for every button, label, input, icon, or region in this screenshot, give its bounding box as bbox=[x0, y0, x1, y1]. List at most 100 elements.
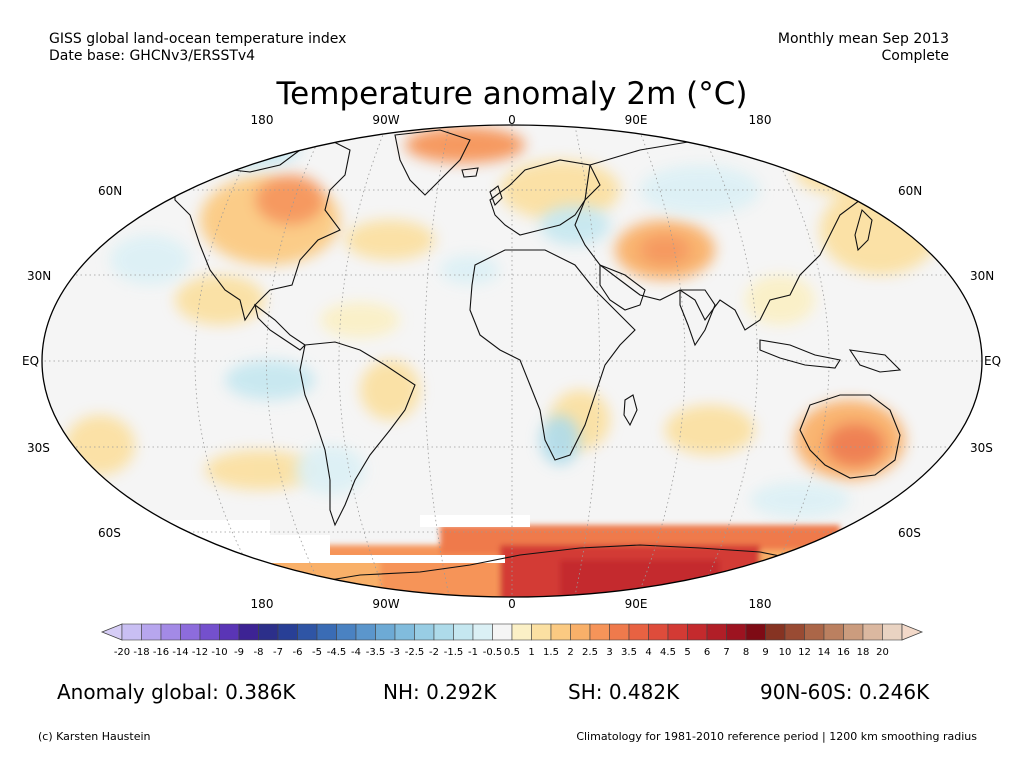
colorbar-tick-label: -10 bbox=[211, 647, 228, 658]
colorbar-swatch bbox=[160, 623, 181, 641]
colorbar-tick-label: 16 bbox=[837, 647, 850, 658]
colorbar-swatch bbox=[570, 623, 591, 641]
lon-label-bottom-90e: 90E bbox=[624, 597, 648, 611]
colorbar-tick-label: -7 bbox=[273, 647, 283, 658]
colorbar-tick-label: -3 bbox=[390, 647, 400, 658]
colorbar-tick-label: -14 bbox=[172, 647, 189, 658]
copyright: (c) Karsten Haustein bbox=[38, 730, 151, 743]
global-anomaly: Anomaly global: 0.386K bbox=[57, 680, 296, 704]
colorbar-tick-label: 2.5 bbox=[582, 647, 598, 658]
colorbar-tick-label: 10 bbox=[778, 647, 792, 658]
colorbar-tick-label: 1.5 bbox=[543, 647, 559, 658]
lon-label-top-180e: 180 bbox=[748, 113, 772, 127]
colorbar-swatch bbox=[238, 623, 259, 641]
colorbar-swatch bbox=[823, 623, 844, 641]
colorbar-tick-label: -18 bbox=[133, 647, 150, 658]
colorbar-swatch bbox=[531, 623, 552, 641]
colorbar-swatch bbox=[141, 623, 162, 641]
colorbar-tick-label: 2 bbox=[567, 647, 574, 658]
colorbar-over-arrow bbox=[901, 623, 924, 641]
globe-outline bbox=[41, 124, 983, 598]
colorbar-swatch bbox=[219, 623, 240, 641]
colorbar-swatch bbox=[297, 623, 318, 641]
colorbar-tick-label: 4 bbox=[645, 647, 652, 658]
colorbar-tick-label: -5 bbox=[312, 647, 322, 658]
colorbar-swatch bbox=[355, 623, 376, 641]
lat-label-right-60s: 60S bbox=[898, 526, 921, 540]
colorbar-swatch bbox=[804, 623, 825, 641]
climatology-note: Climatology for 1981-2010 reference peri… bbox=[576, 730, 977, 743]
nh-anomaly: NH: 0.292K bbox=[383, 680, 497, 704]
colorbar-tick-label: -12 bbox=[191, 647, 209, 658]
lat-label-left-60s: 60S bbox=[98, 526, 121, 540]
colorbar-tick-label: -0.5 bbox=[482, 647, 503, 658]
colorbar-swatch bbox=[609, 623, 630, 641]
colorbar-swatch bbox=[550, 623, 571, 641]
colorbar-swatch bbox=[180, 623, 201, 641]
dataset-title: GISS global land-ocean temperature index bbox=[49, 31, 347, 47]
sh-anomaly: SH: 0.482K bbox=[568, 680, 680, 704]
colorbar-tick-label: 0.5 bbox=[504, 647, 520, 658]
colorbar-swatch bbox=[336, 623, 357, 641]
colorbar-swatch bbox=[726, 623, 747, 641]
colorbar-swatch bbox=[706, 623, 727, 641]
colorbar-swatch bbox=[199, 623, 220, 641]
colorbar-swatch bbox=[589, 623, 610, 641]
colorbar-swatch bbox=[433, 623, 454, 641]
colorbar-tick-label: -3.5 bbox=[365, 647, 386, 658]
colorbar-tick-label: -1 bbox=[468, 647, 478, 658]
colorbar-swatch bbox=[784, 623, 805, 641]
colorbar-swatch bbox=[628, 623, 649, 641]
colorbar-tick-label: 12 bbox=[798, 647, 811, 658]
lat-label-right-eq: EQ bbox=[984, 354, 1002, 368]
lat-label-right-30s: 30S bbox=[970, 441, 993, 455]
colorbar-swatch bbox=[862, 623, 883, 641]
colorbar-tick-label: -2 bbox=[429, 647, 439, 658]
colorbar-tick-label: 18 bbox=[856, 647, 870, 658]
lat-label-left-30n: 30N bbox=[27, 269, 52, 283]
colorbar-tick-label: -16 bbox=[152, 647, 170, 658]
colorbar-swatch bbox=[277, 623, 298, 641]
lon-label-bottom-0: 0 bbox=[508, 597, 516, 611]
coastlines bbox=[174, 129, 953, 586]
colorbar-tick-label: -20 bbox=[113, 647, 131, 658]
colorbar-tick-label: 1 bbox=[528, 647, 535, 658]
map-title: Temperature anomaly 2m (°C) bbox=[276, 76, 748, 112]
colorbar-swatch bbox=[843, 623, 864, 641]
colorbar-tick-label: 20 bbox=[876, 647, 889, 658]
lon-label-bottom-90w: 90W bbox=[372, 597, 400, 611]
colorbar-tick-label: 6 bbox=[703, 647, 711, 658]
colorbar-tick-label: -2.5 bbox=[404, 647, 425, 658]
colorbar-tick-label: -9 bbox=[234, 647, 244, 658]
graticule bbox=[42, 125, 982, 597]
colorbar-tick-label: -4.5 bbox=[326, 647, 347, 658]
colorbar-swatch bbox=[745, 623, 766, 641]
lat-label-left-eq: EQ bbox=[22, 354, 40, 368]
colorbar-tick-label: 5 bbox=[684, 647, 691, 658]
colorbar-swatch bbox=[492, 623, 513, 641]
colorbar-tick-label: 4.5 bbox=[660, 647, 676, 658]
lon-label-top-90w: 90W bbox=[372, 113, 400, 127]
colorbar-tick-label: -4 bbox=[351, 647, 361, 658]
lon-label-bottom-180w: 180 bbox=[250, 597, 274, 611]
colorbar-swatch bbox=[375, 623, 396, 641]
colorbar-swatch bbox=[765, 623, 786, 641]
colorbar-tick-label: 7 bbox=[723, 647, 730, 658]
colorbar-tick-label: 9 bbox=[762, 647, 769, 658]
colorbar-swatch bbox=[648, 623, 669, 641]
colorbar-swatch bbox=[316, 623, 337, 641]
colorbar-tick-label: 14 bbox=[817, 647, 831, 658]
lat-label-right-30n: 30N bbox=[970, 269, 995, 283]
lat-label-left-30s: 30S bbox=[27, 441, 50, 455]
colorbar-tick-label: -8 bbox=[253, 647, 264, 658]
lat-label-left-60n: 60N bbox=[98, 184, 123, 198]
completeness-label: Complete bbox=[881, 48, 949, 64]
band-anomaly: 90N-60S: 0.246K bbox=[760, 680, 930, 704]
colorbar-swatch bbox=[414, 623, 435, 641]
colorbar-swatch bbox=[667, 623, 688, 641]
colorbar-swatch bbox=[511, 623, 532, 641]
lat-label-right-60n: 60N bbox=[898, 184, 923, 198]
colorbar-tick-label: 3.5 bbox=[621, 647, 637, 658]
